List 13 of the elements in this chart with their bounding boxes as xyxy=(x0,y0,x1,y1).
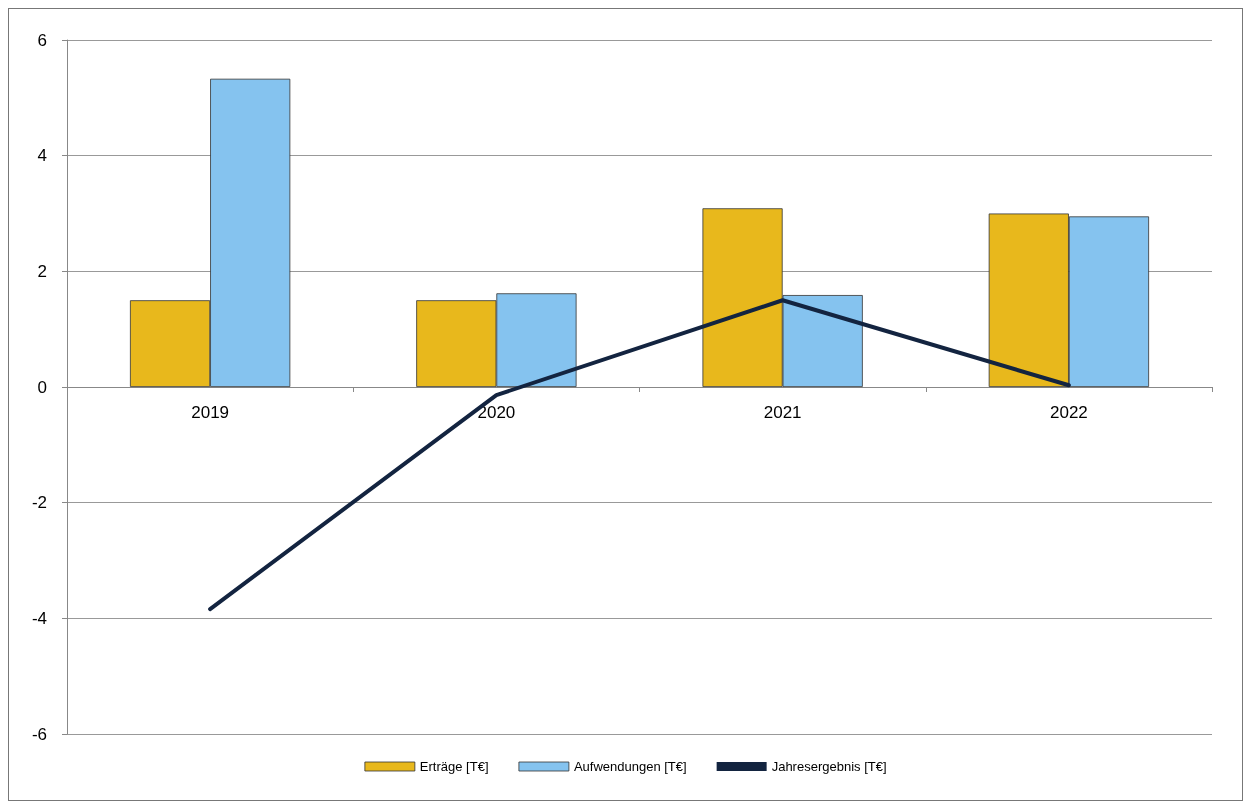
legend-label: Aufwendungen [T€] xyxy=(573,759,687,774)
legend-label: Erträge [T€] xyxy=(419,759,489,774)
y-tick-label: -6 xyxy=(31,724,47,744)
y-tick-label: 4 xyxy=(37,146,47,166)
x-tick-label: 2021 xyxy=(763,403,802,422)
legend-label: Jahresergebnis [T€] xyxy=(771,759,887,774)
y-tick-label: -4 xyxy=(31,608,47,628)
y-tick-label: 0 xyxy=(37,377,47,397)
y-tick-label: 2 xyxy=(37,261,47,281)
y-tick-label: 6 xyxy=(37,30,47,50)
x-tick-label: 2019 xyxy=(191,403,230,422)
x-tick-label: 2022 xyxy=(1049,403,1088,422)
y-tick-label: -2 xyxy=(31,493,47,513)
